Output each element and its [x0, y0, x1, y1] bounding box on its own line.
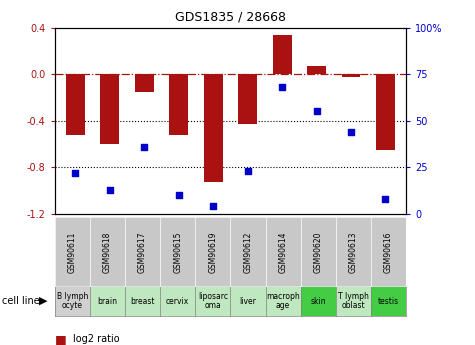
Text: GSM90616: GSM90616 [384, 231, 393, 273]
Bar [238, 74, 257, 124]
Point [209, 204, 217, 209]
Text: B lymph
ocyte: B lymph ocyte [57, 292, 88, 310]
Text: liposarc
oma: liposarc oma [198, 292, 228, 310]
Text: GSM90615: GSM90615 [173, 231, 182, 273]
Point [278, 85, 286, 90]
Point [175, 193, 182, 198]
Point [72, 170, 79, 176]
Text: ▶: ▶ [39, 296, 48, 306]
Bar [169, 74, 188, 135]
Bar [342, 74, 361, 77]
Bar [273, 34, 292, 74]
Text: GSM90620: GSM90620 [314, 231, 323, 273]
Text: testis: testis [378, 296, 399, 306]
Text: GSM90614: GSM90614 [279, 231, 287, 273]
Text: cell line: cell line [2, 296, 40, 306]
Text: GSM90613: GSM90613 [349, 231, 358, 273]
Point [381, 196, 389, 202]
Bar [135, 74, 154, 92]
Point [347, 129, 355, 135]
Point [106, 187, 114, 193]
Text: macroph
age: macroph age [266, 292, 300, 310]
Text: GSM90617: GSM90617 [138, 231, 147, 273]
Bar [376, 74, 395, 150]
Bar [307, 66, 326, 74]
Text: liver: liver [239, 296, 256, 306]
Bar [66, 74, 85, 135]
Text: ■: ■ [55, 333, 66, 345]
Text: GSM90619: GSM90619 [209, 231, 217, 273]
Text: GSM90618: GSM90618 [103, 231, 112, 273]
Point [244, 168, 251, 174]
Text: log2 ratio: log2 ratio [73, 334, 119, 344]
Point [313, 109, 320, 114]
Text: breast: breast [130, 296, 155, 306]
Text: skin: skin [311, 296, 326, 306]
Text: T lymph
oblast: T lymph oblast [338, 292, 369, 310]
Text: cervix: cervix [166, 296, 189, 306]
Text: brain: brain [97, 296, 117, 306]
Point [141, 144, 148, 150]
Title: GDS1835 / 28668: GDS1835 / 28668 [175, 11, 286, 24]
Text: GSM90611: GSM90611 [68, 231, 76, 273]
Bar [100, 74, 119, 144]
Text: GSM90612: GSM90612 [244, 231, 252, 273]
Bar [204, 74, 223, 183]
